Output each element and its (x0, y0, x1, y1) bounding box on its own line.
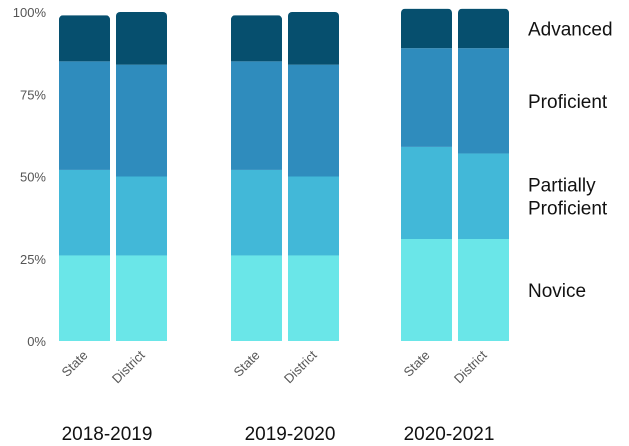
group-labels: 2018-2019 2019-2020 2020-2021 (62, 424, 495, 445)
bar-stack (231, 15, 282, 341)
bar-segment-proficient (116, 64, 167, 177)
legend: Novice Partially Proficient Proficient Advan… (528, 19, 613, 302)
bar-segment-novice (231, 255, 282, 341)
bar-segment-partially-proficient (401, 146, 452, 240)
group-label: 2019-2020 (245, 424, 336, 445)
y-axis: 0% 25% 50% 75% 100% (13, 5, 47, 349)
bar-segment-proficient (231, 61, 282, 170)
x-tick-label: State (59, 348, 91, 380)
group-label: 2018-2019 (62, 424, 153, 445)
bar-segment-advanced (458, 8, 509, 49)
y-tick-label: 0% (27, 334, 46, 349)
bar-segment-novice (458, 239, 509, 341)
bar-segment-novice (59, 255, 110, 341)
x-tick-label: District (281, 347, 320, 386)
y-tick-label: 50% (20, 170, 46, 185)
bar-segment-proficient (59, 61, 110, 170)
bar-stack (59, 15, 110, 341)
x-tick-label: State (231, 348, 263, 380)
legend-item-novice: Novice (528, 281, 586, 302)
bar-segment-advanced (231, 15, 282, 62)
bar-segment-proficient (458, 48, 509, 154)
bar-segment-partially-proficient (231, 169, 282, 256)
bar-segment-advanced (401, 8, 452, 49)
legend-item-partially-proficient: Partially Proficient (528, 176, 608, 220)
y-tick-label: 75% (20, 87, 46, 102)
x-tick-label: State (401, 348, 433, 380)
bar-segment-novice (288, 255, 339, 341)
bar-stack (458, 8, 509, 341)
x-tick-label: District (109, 347, 148, 386)
bar-stack (116, 12, 167, 341)
bar-segment-advanced (116, 12, 167, 65)
bar-segment-partially-proficient (116, 176, 167, 256)
y-tick-label: 25% (20, 252, 46, 267)
bar-segment-partially-proficient (458, 153, 509, 240)
bar-segment-proficient (401, 48, 452, 147)
y-tick-label: 100% (13, 5, 47, 20)
bar-segment-advanced (59, 15, 110, 62)
bar-segment-novice (116, 255, 167, 341)
bar-segment-proficient (288, 64, 339, 177)
bar-segment-advanced (288, 12, 339, 65)
bar-segment-partially-proficient (59, 169, 110, 256)
x-axis-labels: State District State District State District (59, 347, 490, 386)
bar-stack (288, 12, 339, 341)
x-tick-label: District (451, 347, 490, 386)
bar-stack (401, 8, 452, 341)
group-label: 2020-2021 (404, 424, 495, 445)
bars (59, 8, 509, 341)
bar-segment-novice (401, 239, 452, 341)
legend-item-advanced: Advanced (528, 19, 613, 40)
bar-segment-partially-proficient (288, 176, 339, 256)
legend-item-proficient: Proficient (528, 92, 608, 113)
